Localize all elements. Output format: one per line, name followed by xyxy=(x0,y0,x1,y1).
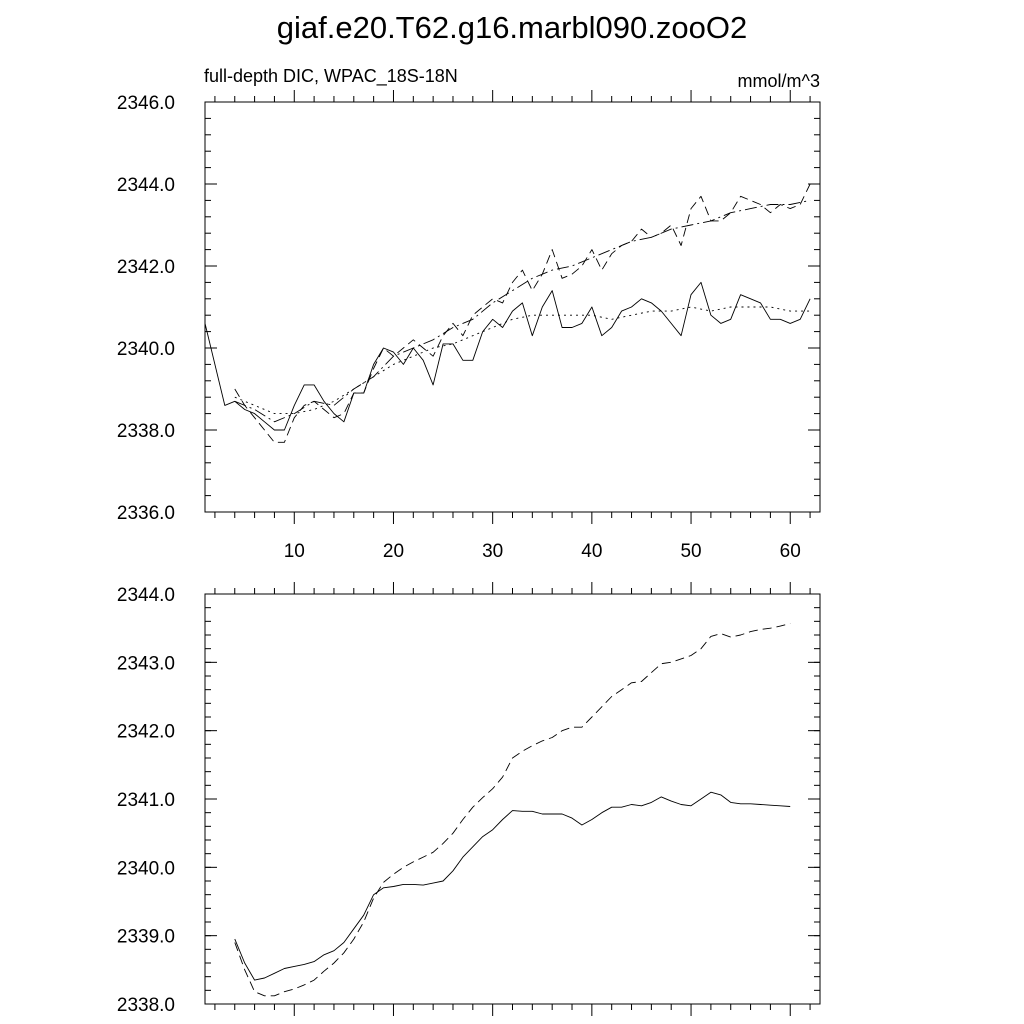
y-tick-label: 2342.0 xyxy=(117,722,175,743)
top-series-dashed-line xyxy=(234,183,811,443)
top-subtitle: full-depth DIC, WPAC_18S-18N xyxy=(204,66,458,87)
y-tick-label: 2344.0 xyxy=(117,175,175,196)
y-tick-label: 2338.0 xyxy=(117,995,175,1016)
y-tick-label: 2340.0 xyxy=(117,858,175,879)
x-tick-label: 60 xyxy=(780,541,801,562)
bottom-plot-frame xyxy=(204,593,821,1005)
top-series-dash-dot-line xyxy=(234,199,811,423)
top-series-dotted-line xyxy=(234,306,811,415)
figure-title: giaf.e20.T62.g16.marbl090.zooO2 xyxy=(277,10,747,45)
y-tick-label: 2346.0 xyxy=(117,93,175,114)
y-tick-label: 2342.0 xyxy=(117,257,175,278)
y-tick-label: 2336.0 xyxy=(117,503,175,524)
y-tick-label: 2338.0 xyxy=(117,421,175,442)
x-tick-label: 30 xyxy=(482,541,503,562)
x-tick-label: 10 xyxy=(284,541,305,562)
y-tick-label: 2339.0 xyxy=(117,927,175,948)
x-tick-label: 20 xyxy=(383,541,404,562)
bottom-series-dashed-line xyxy=(234,622,791,997)
top-series-solid-line xyxy=(204,281,811,431)
x-tick-label: 50 xyxy=(680,541,701,562)
x-tick-label: 40 xyxy=(581,541,602,562)
bottom-series-solid-line xyxy=(234,791,791,981)
top-chart: full-depth DIC, WPAC_18S-18N mmol/m^3 23… xyxy=(117,66,821,562)
y-tick-label: 2340.0 xyxy=(117,339,175,360)
bottom-chart: 2338.0 2339.0 2340.0 2341.0 2342.0 2343.0 2344… xyxy=(117,582,821,1016)
y-tick-label: 2343.0 xyxy=(117,653,175,674)
y-tick-label: 2344.0 xyxy=(117,585,175,606)
y-tick-label: 2341.0 xyxy=(117,790,175,811)
top-plot-frame xyxy=(204,101,821,513)
top-unit-label: mmol/m^3 xyxy=(738,71,820,91)
